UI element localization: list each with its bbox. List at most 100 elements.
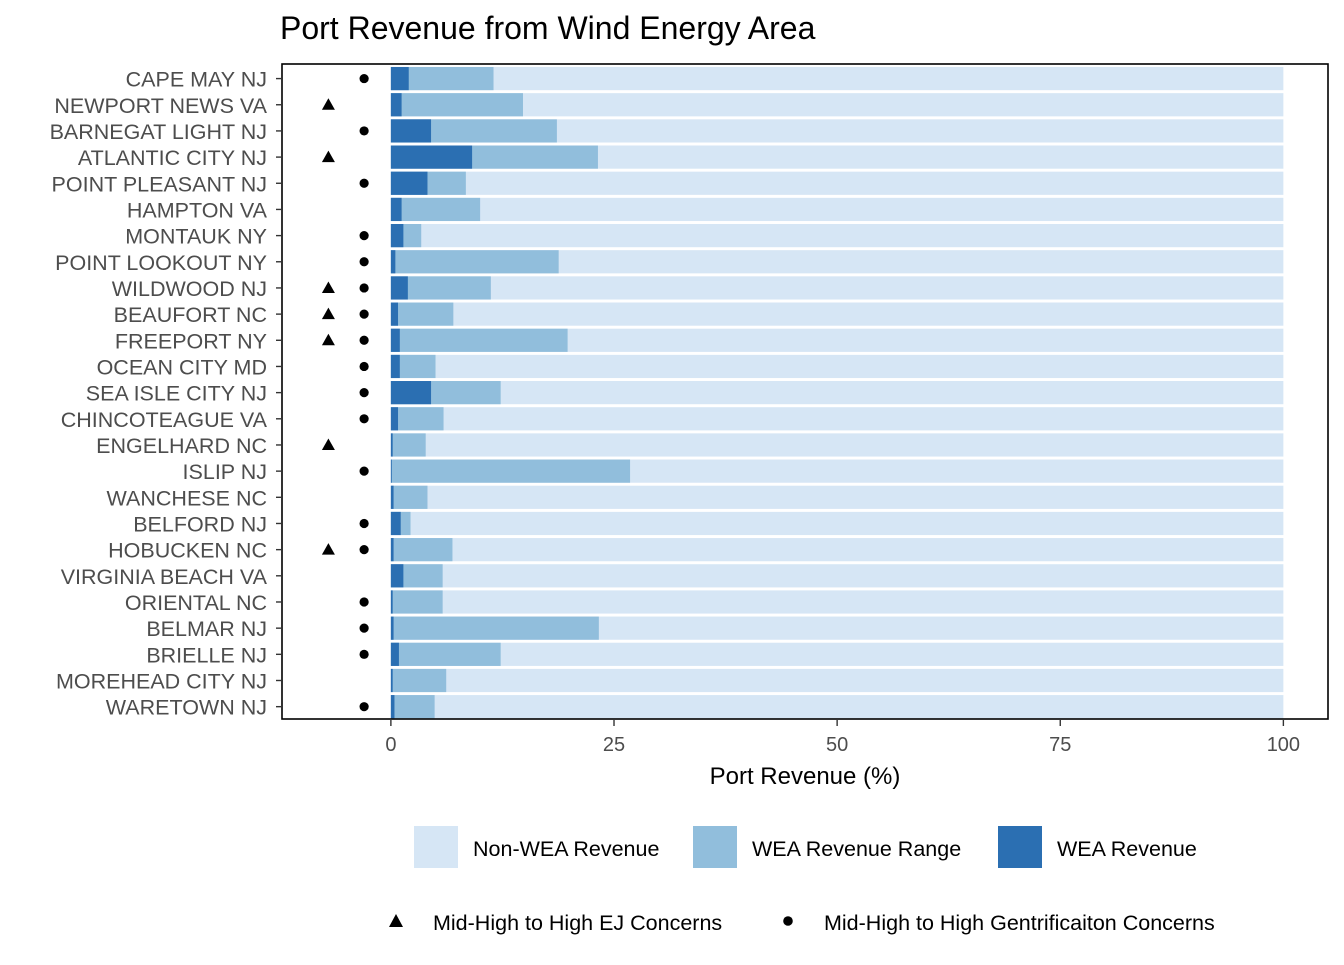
- gentrification-marker-6: [359, 231, 369, 241]
- legend: Non-WEA Revenue WEA Revenue Range WEA Reve…: [389, 826, 1215, 935]
- legend-swatch-0: [414, 826, 458, 868]
- gentrification-marker-12: [359, 388, 369, 398]
- ej-marker-8: [321, 281, 335, 293]
- bar-wea-revenue-range-21: [390, 616, 599, 640]
- bar-non-wea-revenue-4: [390, 171, 1284, 195]
- x-tick-label-4: 100: [1267, 734, 1300, 756]
- gentrification-marker-17: [359, 518, 369, 529]
- bar-wea-revenue-17: [390, 511, 401, 536]
- bar-non-wea-revenue-18: [390, 538, 1284, 562]
- y-tick-label-20: ORIENTAL NC: [125, 591, 267, 615]
- ej-marker-3: [321, 150, 335, 163]
- x-tick-label-2: 50: [826, 734, 848, 756]
- bar-wea-revenue-range-19: [390, 564, 443, 588]
- markers-layer: [321, 73, 369, 712]
- y-tick-label-23: MOREHEAD CITY NJ: [56, 669, 267, 693]
- bar-wea-revenue-11: [390, 354, 400, 379]
- y-tick-label-8: WILDWOOD NJ: [112, 277, 267, 301]
- bar-non-wea-revenue-0: [390, 66, 1284, 91]
- bar-wea-revenue-19: [390, 564, 404, 588]
- bar-wea-revenue-range-18: [390, 538, 453, 562]
- gentrification-marker-24: [359, 702, 369, 712]
- x-tick-label-1: 25: [603, 734, 625, 756]
- bar-wea-revenue-range-13: [390, 407, 444, 431]
- gentrification-marker-2: [359, 126, 369, 136]
- bar-wea-revenue-range-0: [390, 66, 494, 91]
- legend-label-1: WEA Revenue Range: [752, 837, 961, 861]
- bar-wea-revenue-6: [390, 224, 404, 248]
- y-tick-label-12: SEA ISLE CITY NJ: [86, 382, 267, 406]
- bar-wea-revenue-23: [390, 668, 393, 693]
- bar-wea-revenue-3: [390, 145, 473, 169]
- gentrification-marker-13: [359, 414, 369, 424]
- gentrification-marker-11: [359, 361, 369, 372]
- y-tick-label-7: POINT LOOKOUT NY: [55, 251, 267, 275]
- bar-wea-revenue-range-2: [390, 119, 557, 143]
- bar-non-wea-revenue-5: [390, 197, 1284, 222]
- bar-wea-revenue-range-15: [390, 459, 631, 483]
- bar-wea-revenue-range-1: [390, 93, 523, 117]
- gentrification-marker-22: [359, 649, 369, 659]
- bar-wea-revenue-20: [390, 590, 393, 614]
- legend-label-0: Non-WEA Revenue: [473, 837, 659, 861]
- bar-wea-revenue-range-10: [390, 328, 568, 352]
- bar-non-wea-revenue-1: [390, 93, 1284, 117]
- y-tick-label-18: HOBUCKEN NC: [108, 539, 267, 563]
- bar-wea-revenue-16: [390, 485, 394, 509]
- y-tick-label-0: CAPE MAY NJ: [126, 68, 267, 92]
- bar-wea-revenue-10: [390, 328, 400, 352]
- bar-non-wea-revenue-10: [390, 328, 1284, 352]
- bar-wea-revenue-5: [390, 197, 402, 222]
- legend-swatch-1: [693, 826, 737, 868]
- y-tick-label-15: ISLIP NJ: [183, 460, 267, 484]
- y-tick-label-17: BELFORD NJ: [133, 512, 267, 536]
- y-tick-label-6: MONTAUK NY: [125, 225, 267, 249]
- y-tick-label-22: BRIELLE NJ: [146, 643, 267, 667]
- bar-non-wea-revenue-24: [390, 695, 1284, 719]
- bar-wea-revenue-range-11: [390, 354, 436, 379]
- bar-wea-revenue-range-14: [390, 433, 426, 457]
- bar-wea-revenue-range-7: [390, 250, 559, 274]
- bar-non-wea-revenue-13: [390, 407, 1284, 431]
- chart-title: Port Revenue from Wind Energy Area: [280, 10, 816, 46]
- y-tick-label-10: FREEPORT NY: [115, 329, 267, 353]
- bar-non-wea-revenue-19: [390, 564, 1284, 588]
- legend-marker-label-0: Mid-High to High EJ Concerns: [433, 911, 722, 935]
- bar-wea-revenue-18: [390, 538, 394, 562]
- x-axis-title: Port Revenue (%): [710, 763, 901, 790]
- ej-marker-14: [321, 438, 335, 450]
- bar-non-wea-revenue-14: [390, 433, 1284, 457]
- bar-non-wea-revenue-23: [390, 668, 1284, 693]
- gentrification-marker-8: [359, 283, 369, 293]
- bar-wea-revenue-24: [390, 695, 395, 719]
- bar-wea-revenue-22: [390, 642, 399, 666]
- y-tick-label-9: BEAUFORT NC: [114, 303, 267, 327]
- bar-non-wea-revenue-20: [390, 590, 1284, 614]
- bar-non-wea-revenue-7: [390, 250, 1284, 274]
- bar-wea-revenue-range-16: [390, 485, 428, 509]
- y-tick-label-5: HAMPTON VA: [127, 198, 268, 222]
- bar-wea-revenue-9: [390, 302, 399, 326]
- gentrification-marker-0: [359, 73, 369, 84]
- y-tick-label-21: BELMAR NJ: [146, 617, 267, 641]
- bar-non-wea-revenue-9: [390, 302, 1284, 326]
- gentrification-marker-15: [359, 466, 369, 476]
- bar-non-wea-revenue-3: [390, 145, 1284, 169]
- bar-non-wea-revenue-6: [390, 224, 1284, 248]
- x-tick-label-0: 0: [385, 734, 396, 756]
- bar-wea-revenue-range-20: [390, 590, 443, 614]
- legend-swatch-2: [998, 826, 1042, 868]
- bar-wea-revenue-15: [390, 459, 392, 483]
- bar-wea-revenue-14: [390, 433, 393, 457]
- plot-panel-border: [281, 63, 1329, 720]
- y-tick-label-11: OCEAN CITY MD: [97, 355, 267, 379]
- legend-triangle-icon: [389, 914, 403, 927]
- ej-marker-1: [321, 98, 335, 110]
- bar-wea-revenue-7: [390, 250, 396, 274]
- gentrification-marker-18: [359, 545, 369, 555]
- x-axis: 0 25 50 75 100: [385, 719, 1300, 756]
- bar-non-wea-revenue-16: [390, 485, 1284, 509]
- bar-wea-revenue-0: [390, 66, 409, 91]
- y-tick-label-13: CHINCOTEAGUE VA: [61, 408, 268, 432]
